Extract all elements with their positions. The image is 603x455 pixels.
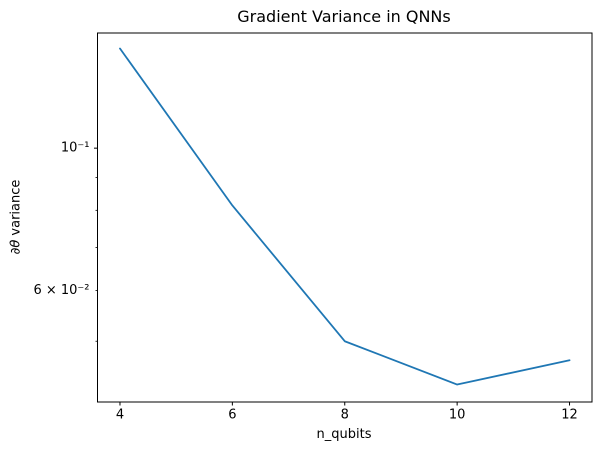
y-axis-label: ∂θ variance bbox=[9, 180, 24, 255]
y-axis-label-text: variance bbox=[8, 179, 24, 240]
y-minor-tick-label: 6 × 10⁻² bbox=[33, 283, 89, 298]
y-axis-label-math: ∂θ bbox=[8, 239, 24, 255]
x-axis-label: n_qubits bbox=[316, 427, 372, 442]
y-major-tick-label: 10⁻¹ bbox=[61, 141, 90, 156]
x-tick-label: 10 bbox=[449, 407, 466, 422]
x-tick-label: 4 bbox=[116, 407, 124, 422]
chart-title: Gradient Variance in QNNs bbox=[237, 7, 451, 26]
x-tick-label: 8 bbox=[341, 407, 349, 422]
gradient-variance-line bbox=[119, 47, 571, 386]
x-tick-label: 12 bbox=[561, 407, 578, 422]
plot-border bbox=[97, 32, 593, 403]
x-tick-label: 6 bbox=[228, 407, 236, 422]
